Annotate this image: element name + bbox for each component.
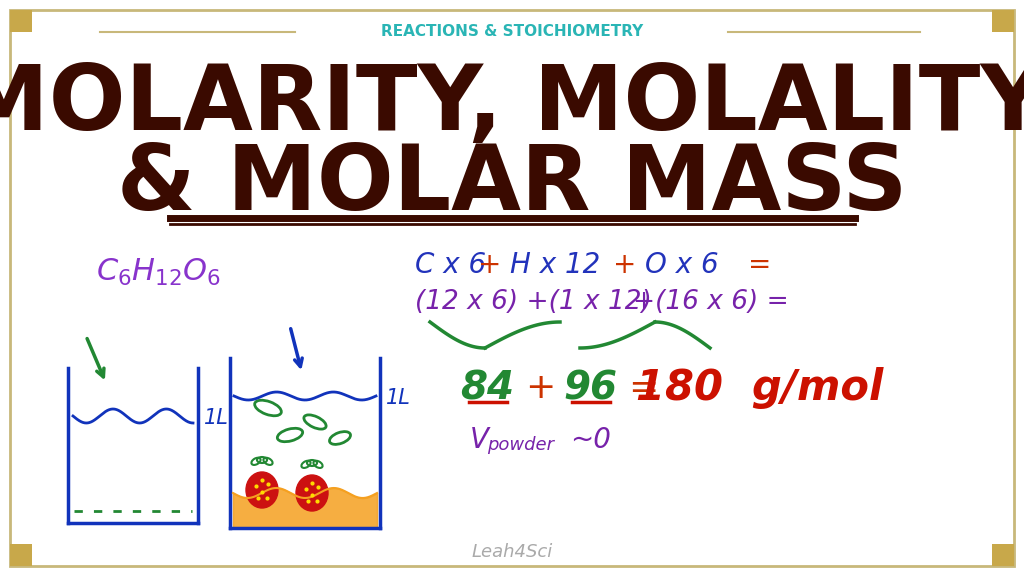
Ellipse shape xyxy=(246,472,278,508)
Text: powder: powder xyxy=(487,436,554,454)
Ellipse shape xyxy=(296,475,328,511)
Text: 96: 96 xyxy=(563,369,617,407)
Text: +: + xyxy=(525,371,555,405)
Text: 84: 84 xyxy=(460,369,514,407)
Text: 1L: 1L xyxy=(386,388,411,408)
Text: +: + xyxy=(613,251,637,279)
Text: & MOLAR MASS: & MOLAR MASS xyxy=(117,141,907,229)
Text: =: = xyxy=(749,251,772,279)
Text: +(16 x 6) =: +(16 x 6) = xyxy=(633,289,788,315)
Text: ~0: ~0 xyxy=(570,426,611,454)
Bar xyxy=(10,544,32,566)
Text: MOLARITY, MOLALITY,: MOLARITY, MOLALITY, xyxy=(0,61,1024,149)
Text: 1L: 1L xyxy=(204,408,229,428)
Bar xyxy=(992,544,1014,566)
Text: 180  g/mol: 180 g/mol xyxy=(636,367,884,409)
Text: C x 6: C x 6 xyxy=(415,251,486,279)
Bar xyxy=(10,10,32,32)
Text: $C_6H_{12}O_6$: $C_6H_{12}O_6$ xyxy=(95,256,220,287)
Text: REACTIONS & STOICHIOMETRY: REACTIONS & STOICHIOMETRY xyxy=(381,25,643,40)
Text: Leah4Sci: Leah4Sci xyxy=(471,543,553,561)
Text: +: + xyxy=(478,251,502,279)
Text: V: V xyxy=(470,426,489,454)
Bar xyxy=(992,10,1014,32)
Text: O x 6: O x 6 xyxy=(645,251,719,279)
Text: (12 x 6) +(1 x 12): (12 x 6) +(1 x 12) xyxy=(415,289,651,315)
Text: H x 12: H x 12 xyxy=(510,251,600,279)
Text: =: = xyxy=(628,371,658,405)
